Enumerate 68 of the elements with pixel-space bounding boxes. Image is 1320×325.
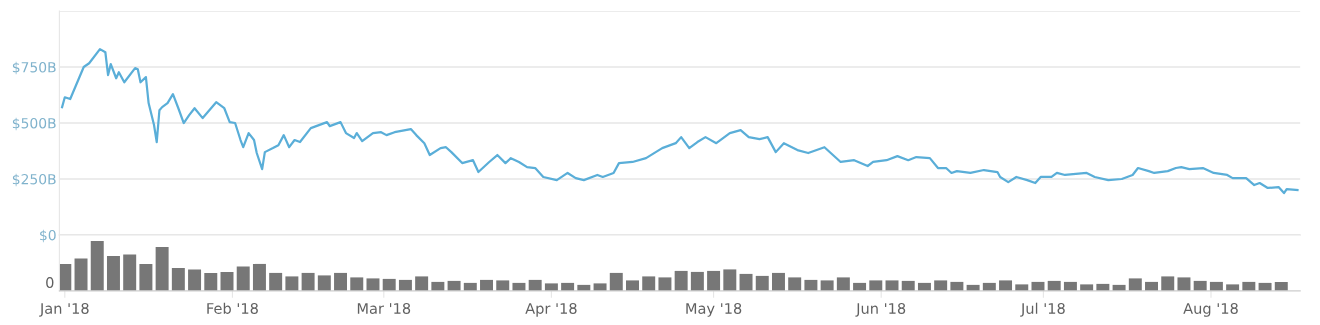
bar [739,273,753,291]
bar [707,270,721,291]
bar [1015,284,1029,291]
bar [317,275,331,291]
x-tick-label: Aug '18 [1183,302,1238,317]
bar [788,277,802,291]
bar [1177,277,1191,291]
x-tick-label: Apr '18 [525,302,577,317]
bar [771,272,785,291]
bar [123,254,137,291]
bar [528,279,542,291]
bar [1193,280,1207,291]
bar [139,263,153,291]
bar [690,271,704,291]
bar [999,280,1013,291]
x-tick-label: Jul '18 [1020,302,1065,317]
bar [1226,284,1240,291]
bar [642,276,656,291]
bar [171,267,185,291]
bar [820,280,834,291]
bar [869,280,883,291]
bar [301,272,315,291]
bar [90,240,104,291]
bar [480,279,493,291]
bar [723,269,737,291]
bar [1128,278,1142,291]
bar [755,275,769,291]
text: 0 [46,277,54,289]
bar [609,272,623,291]
bar [901,280,915,291]
x-tick-label: May '18 [686,302,742,317]
bar [334,272,348,291]
x-tick-label: Feb '18 [207,302,258,314]
bar [593,283,607,291]
bar [269,272,283,291]
bar [544,283,558,291]
bar [236,266,250,291]
bar [415,276,429,291]
x-tick-label: Jun '18 [855,302,906,317]
bar [1161,276,1175,291]
bar [350,277,364,291]
bar [204,272,218,291]
y-tick-label: $500B [12,117,56,131]
bar [934,280,948,291]
bar [252,263,266,291]
bar [285,276,299,291]
x-tick-label: Jan '18 [39,302,89,317]
bar [658,277,672,291]
bar [382,278,396,291]
bar [366,278,380,291]
y-tick-label: $750B [12,61,56,75]
bar [1080,284,1094,291]
bar [626,280,639,291]
bar [674,270,688,291]
bar [447,280,461,291]
line-series [60,48,1299,195]
bar [398,279,412,291]
y-tick-label: $0 [40,229,56,243]
bar [155,246,169,291]
bar [106,255,120,291]
bar [188,269,202,291]
bar [804,279,818,291]
bar [1047,280,1061,291]
y-tick-label: $250B [12,173,56,187]
bar [836,277,850,291]
x-tick-label: Mar '18 [357,302,411,314]
bar [496,280,510,291]
bar [74,258,88,291]
